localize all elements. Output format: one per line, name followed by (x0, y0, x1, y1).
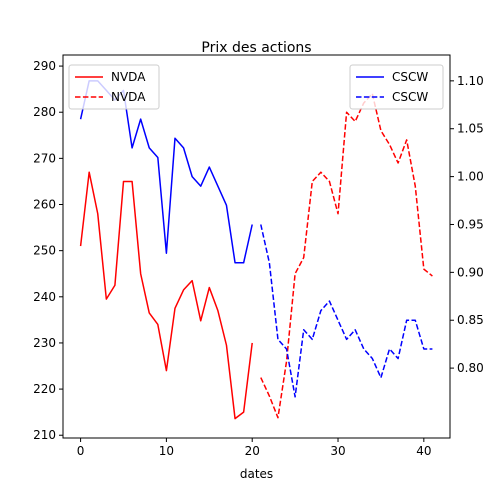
y-left-tick-label: 270 (33, 151, 56, 165)
y-left-tick-label: 280 (33, 105, 56, 119)
x-tick-label: 10 (159, 444, 174, 458)
plot-area-frame (62, 54, 451, 439)
nvda-dashed-line (260, 93, 433, 419)
legend-label: NVDA (111, 90, 146, 104)
x-axis-label: dates (240, 467, 273, 481)
legend-label: CSCW (392, 90, 428, 104)
y-right-tick-label: 0.90 (457, 265, 484, 279)
left-axis-ticks: 210 220 230 240 250 260 270 280 290 (33, 59, 63, 442)
y-left-tick-label: 210 (33, 428, 56, 442)
legend-label: CSCW (392, 70, 428, 84)
x-axis-ticks: 0 10 20 30 40 (77, 438, 431, 458)
legend-box (68, 64, 160, 110)
legend-nvda: NVDA NVDA (68, 64, 160, 110)
legend-cscw: CSCW CSCW (349, 64, 444, 110)
y-right-tick-label: 0.80 (457, 361, 484, 375)
right-axis-ticks: 0.80 0.85 0.90 0.95 1.00 1.05 1.10 (450, 74, 484, 375)
legend-box (349, 64, 444, 110)
y-right-tick-label: 1.05 (457, 122, 484, 136)
x-tick-label: 0 (77, 444, 85, 458)
y-left-tick-label: 220 (33, 382, 56, 396)
cscw-dashed-line (260, 224, 433, 398)
y-left-tick-label: 230 (33, 336, 56, 350)
y-right-tick-label: 1.10 (457, 74, 484, 88)
y-right-tick-label: 1.00 (457, 170, 484, 184)
y-right-tick-label: 0.95 (457, 217, 484, 231)
y-left-tick-label: 250 (33, 244, 56, 258)
x-tick-label: 20 (245, 444, 260, 458)
y-left-tick-label: 290 (33, 59, 56, 73)
y-left-tick-label: 260 (33, 198, 56, 212)
chart-title: Prix des actions (201, 40, 311, 56)
y-right-tick-label: 0.85 (457, 313, 484, 327)
x-tick-label: 40 (416, 444, 431, 458)
y-left-tick-label: 240 (33, 290, 56, 304)
nvda-solid-line (79, 171, 253, 420)
x-tick-label: 30 (330, 444, 345, 458)
legend-label: NVDA (111, 70, 146, 84)
